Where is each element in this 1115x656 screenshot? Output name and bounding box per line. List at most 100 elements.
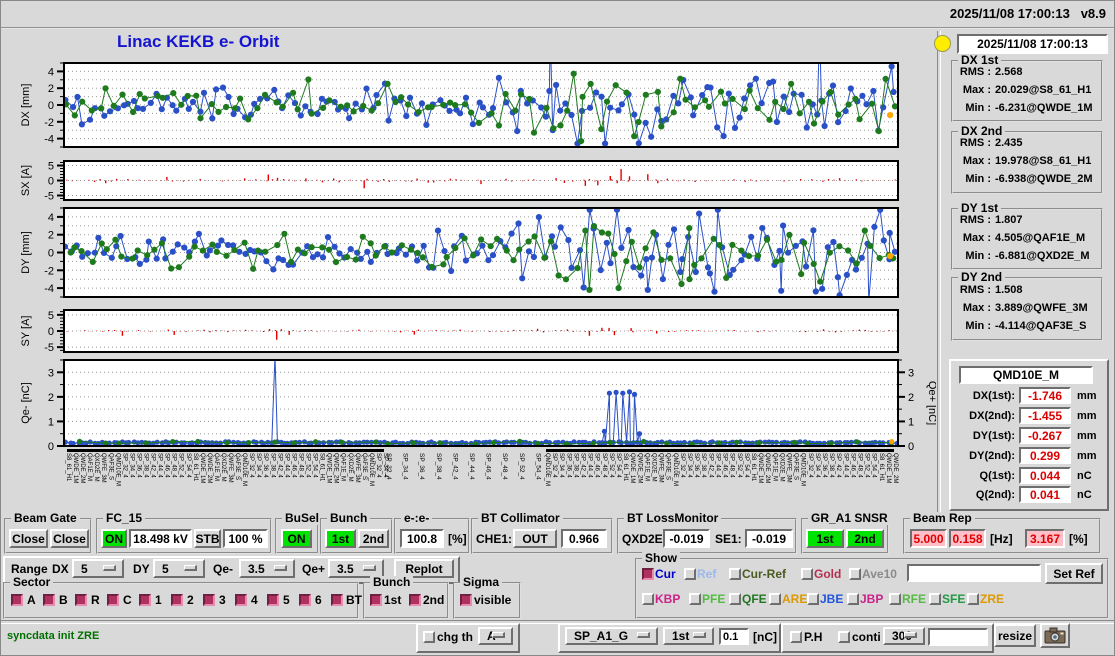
svg-text:SP_44_4: SP_44_4 xyxy=(587,453,593,478)
bunch-2nd-button[interactable]: 2nd xyxy=(358,529,389,548)
show-are-checkbox[interactable] xyxy=(769,593,781,605)
beam-gate-close1-button[interactable]: Close xyxy=(9,529,48,548)
beam-gate-close2-button[interactable]: Close xyxy=(50,529,89,548)
ee-ratio-group: e-:e- 100.8 [%] xyxy=(394,512,470,554)
count-input[interactable] xyxy=(928,628,988,646)
sector-5-checkbox[interactable] xyxy=(267,594,279,606)
svg-text:SP_48_4: SP_48_4 xyxy=(298,453,304,478)
resize-button[interactable]: resize xyxy=(994,624,1036,647)
bt-lossmonitor-group: BT LossMonitor QXD2E: -0.019 SE1: -0.019 xyxy=(617,512,797,554)
svg-text:QAF1E_M: QAF1E_M xyxy=(86,453,92,481)
snsr-1st-button[interactable]: 1st xyxy=(806,529,844,548)
show-jbe-checkbox[interactable] xyxy=(807,593,819,605)
sector-b-checkbox[interactable] xyxy=(43,594,55,606)
show-sfe-label: SFE xyxy=(942,592,966,606)
sector-3-checkbox[interactable] xyxy=(203,594,215,606)
show-kbp-label: KBP xyxy=(655,592,681,606)
svg-text:SX [A]: SX [A] xyxy=(20,165,32,196)
svg-text:SP_34_4: SP_34_4 xyxy=(402,453,409,480)
sector-bt-checkbox[interactable] xyxy=(331,594,343,606)
svg-text:SP_44_4: SP_44_4 xyxy=(283,453,289,478)
group-title: BT Collimator xyxy=(478,512,563,525)
sector-1-checkbox[interactable] xyxy=(139,594,151,606)
se1-label: SE1: xyxy=(715,532,742,546)
svg-text:SP_52_4: SP_52_4 xyxy=(736,453,742,478)
monitor-row-label: DX(1st): xyxy=(972,390,1015,402)
conti-checkbox[interactable] xyxy=(838,631,850,643)
show-cur-ref-checkbox[interactable] xyxy=(729,568,741,580)
sector-c-checkbox[interactable] xyxy=(107,594,119,606)
bunch-2nd-checkbox[interactable] xyxy=(409,594,421,606)
svg-text:2: 2 xyxy=(908,392,914,404)
range-dy-value: 5 xyxy=(162,561,169,576)
bunch-1st-button[interactable]: 1st xyxy=(325,529,356,548)
svg-text:SP_48_4: SP_48_4 xyxy=(857,453,863,478)
range-dy-select[interactable]: 5 xyxy=(153,559,205,578)
ph-checkbox[interactable] xyxy=(790,631,802,643)
svg-text:S8_61_H1: S8_61_H1 xyxy=(878,453,884,482)
show-qfe-checkbox[interactable] xyxy=(729,593,741,605)
show-ave10-checkbox[interactable] xyxy=(849,568,861,580)
che1-out-button[interactable]: OUT xyxy=(513,529,557,548)
min-label: Min : xyxy=(965,173,991,185)
vertical-separator xyxy=(937,31,941,514)
sector-2-checkbox[interactable] xyxy=(171,594,183,606)
sector-r-checkbox[interactable] xyxy=(75,594,87,606)
show-jbp-checkbox[interactable] xyxy=(847,593,859,605)
count-select[interactable]: 300 xyxy=(883,627,925,645)
option-menu-glyph xyxy=(637,632,650,638)
monitor-row-label: Q(1st): xyxy=(979,470,1015,482)
svg-text:QMD10E_M: QMD10E_M xyxy=(114,453,120,486)
range-qem-select[interactable]: 3.5 xyxy=(239,559,295,578)
snsr-2nd-button[interactable]: 2nd xyxy=(846,529,884,548)
replot-button[interactable]: Replot xyxy=(394,559,454,578)
ref-name-input[interactable] xyxy=(907,564,1041,582)
range-dx-select[interactable]: 5 xyxy=(72,559,124,578)
sector-a-checkbox[interactable] xyxy=(11,594,23,606)
monitor-row-label: DX(2nd): xyxy=(969,410,1015,422)
sigma-visible-checkbox[interactable] xyxy=(460,594,472,606)
svg-text:0: 0 xyxy=(48,441,54,453)
monitor-row-unit: mm xyxy=(1077,390,1097,402)
beam-rep-value3: 3.167 xyxy=(1025,529,1065,548)
snapshot-button[interactable] xyxy=(1040,623,1070,648)
monitor-title: QMD10E_M xyxy=(959,366,1093,384)
busel-on-button[interactable]: ON xyxy=(281,529,312,548)
show-cur-checkbox[interactable] xyxy=(642,568,654,580)
show-rfe-checkbox[interactable] xyxy=(889,593,901,605)
max-value: 19.978@S8_61_H1 xyxy=(995,155,1092,167)
bunch-filter-group: Bunch 1st 2nd xyxy=(363,576,449,619)
bunch-select[interactable]: 1st xyxy=(663,627,714,645)
fc15-on-button[interactable]: ON xyxy=(101,529,127,548)
ee-ratio-unit: [%] xyxy=(448,532,467,546)
show-ave10-label: Ave10 xyxy=(862,567,897,581)
svg-text:DX [mm]: DX [mm] xyxy=(20,84,32,127)
show-pfe-checkbox[interactable] xyxy=(689,593,701,605)
svg-text:QAF1E_M: QAF1E_M xyxy=(213,453,219,481)
svg-text:QMD10E_M: QMD10E_M xyxy=(368,453,374,486)
show-sfe-checkbox[interactable] xyxy=(929,593,941,605)
sector-6-checkbox[interactable] xyxy=(299,594,311,606)
set-ref-button[interactable]: Set Ref xyxy=(1045,563,1103,584)
svg-text:-5: -5 xyxy=(44,342,54,354)
show-kbp-checkbox[interactable] xyxy=(642,593,654,605)
sector-label: 1 xyxy=(155,593,162,607)
range-qep-select[interactable]: 3.5 xyxy=(328,559,384,578)
show-ref-checkbox[interactable] xyxy=(684,568,696,580)
show-gold-checkbox[interactable] xyxy=(801,568,813,580)
threshold-input[interactable] xyxy=(719,628,749,645)
svg-text:-4: -4 xyxy=(44,283,54,295)
fc15-stb-button[interactable]: STB xyxy=(194,529,221,548)
show-zre-checkbox[interactable] xyxy=(967,593,979,605)
rms-value: 2.568 xyxy=(995,66,1023,78)
svg-text:QWDE_2M: QWDE_2M xyxy=(333,453,339,483)
top-datetime-version: 2025/11/08 17:00:13 v8.9 xyxy=(950,6,1106,21)
sp-select[interactable]: SP_A1_G xyxy=(565,627,658,645)
min-label: Min : xyxy=(965,320,991,332)
sector-4-checkbox[interactable] xyxy=(235,594,247,606)
chg-th-checkbox[interactable] xyxy=(423,631,435,643)
rms-value: 1.508 xyxy=(995,284,1023,296)
bunch-1st-checkbox[interactable] xyxy=(370,594,382,606)
th-select[interactable]: A xyxy=(478,627,513,645)
max-label: Max : xyxy=(962,84,991,96)
